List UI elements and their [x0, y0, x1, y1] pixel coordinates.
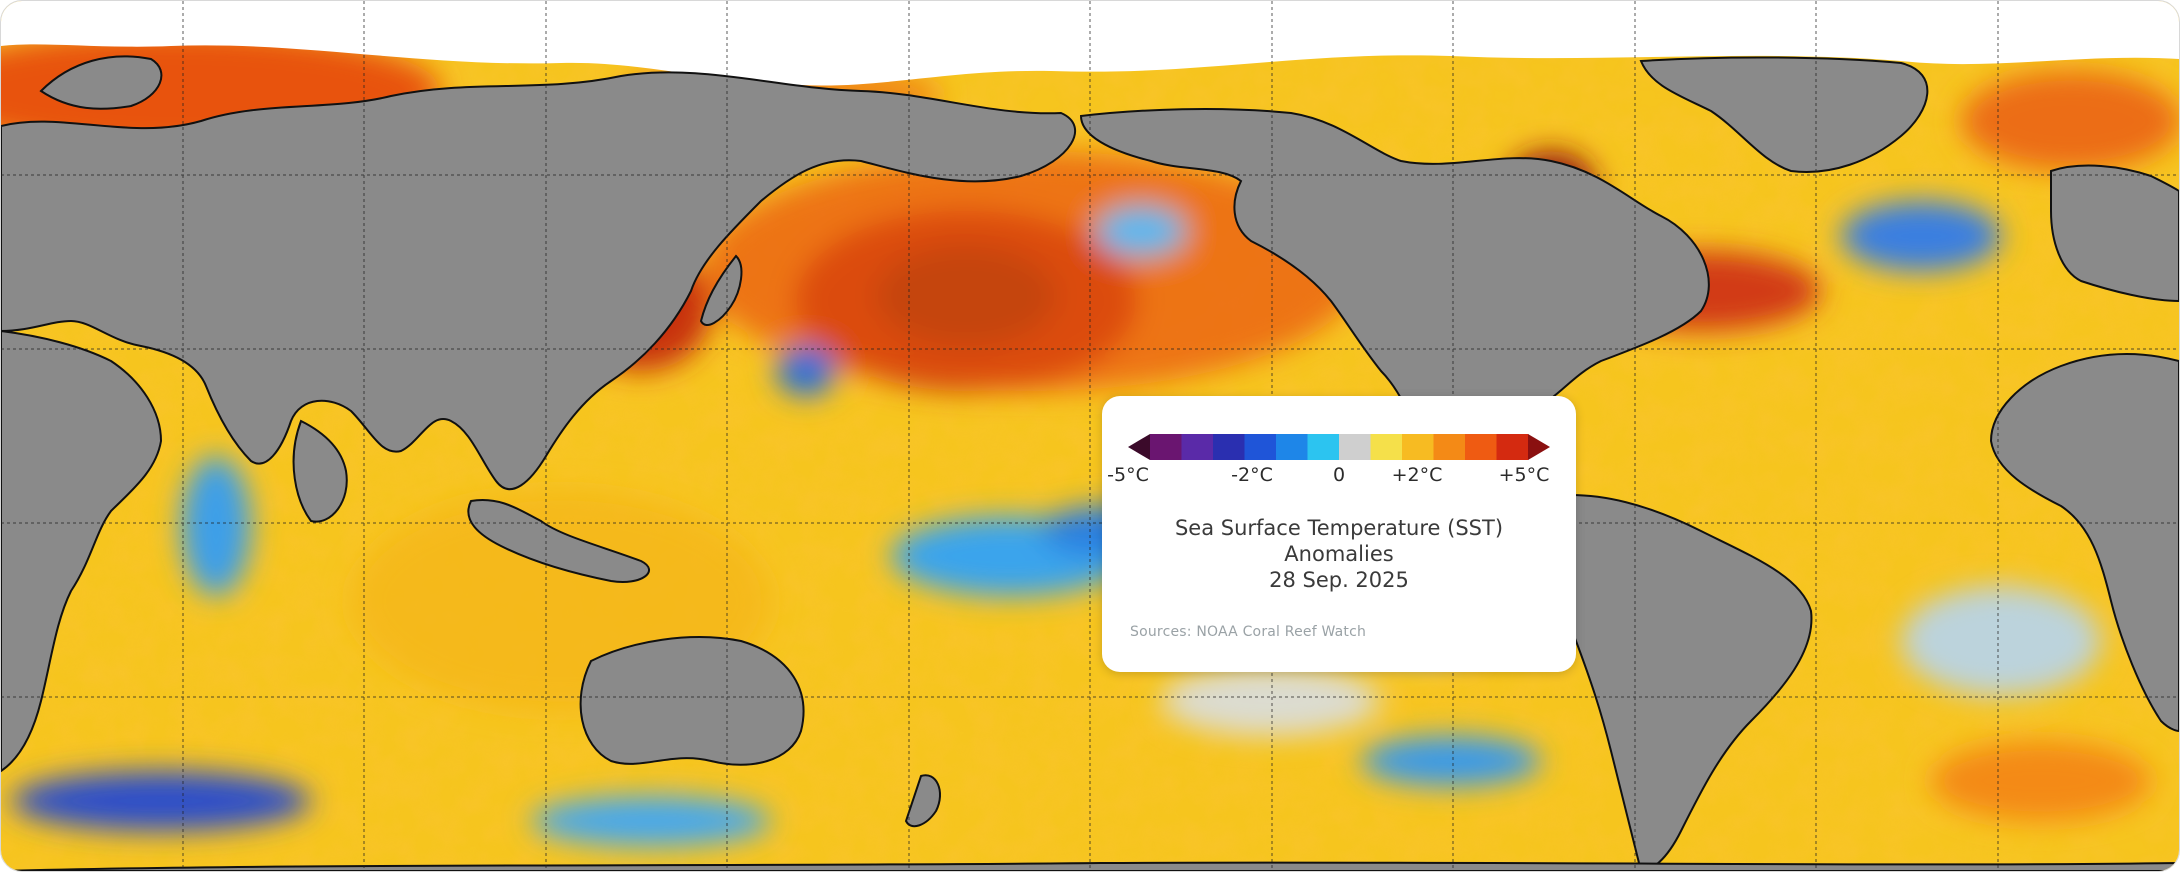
scale-swatch	[1244, 434, 1277, 460]
cool-southern-ocean-1	[11, 771, 311, 831]
scale-swatch	[1433, 434, 1466, 460]
warm-north-pacific	[701, 151, 1361, 391]
land-eurasia	[1, 71, 1077, 491]
land-europe-west	[2050, 164, 2179, 303]
land-africa-east	[1989, 353, 2179, 733]
scale-swatch	[1496, 434, 1529, 460]
cool-north-atlantic	[1841, 201, 2001, 271]
land-india	[292, 419, 348, 523]
land-arabia-africa	[1, 329, 163, 773]
cool-southern-ocean-2	[531, 796, 771, 846]
land-new-zealand	[904, 774, 941, 828]
scale-tick-label: -2°C	[1231, 464, 1273, 486]
land-japan	[699, 254, 743, 326]
land-indonesia	[467, 499, 650, 583]
scale-swatch	[1339, 434, 1371, 460]
cool-southern-ocean-3	[1361, 736, 1541, 786]
landmasses	[1, 55, 2179, 871]
scale-tick-label: +5°C	[1498, 464, 1550, 486]
warm-south-atlantic	[1931, 741, 2151, 821]
scale-swatch	[1276, 434, 1308, 460]
scale-swatch	[1465, 434, 1497, 460]
cool-south-atlantic	[1901, 586, 2101, 696]
legend-title: Sea Surface Temperature (SST)	[1174, 516, 1504, 540]
legend-date: 28 Sep. 2025	[1269, 568, 1409, 592]
scale-swatch	[1307, 434, 1340, 460]
scale-swatch	[1370, 434, 1403, 460]
land-scandinavia	[39, 55, 163, 110]
scale-swatch	[1213, 434, 1245, 460]
scale-swatch	[1402, 434, 1434, 460]
cool-arabian-sea	[181, 456, 251, 596]
neutral-south-pacific	[1161, 666, 1381, 736]
color-scale	[1128, 434, 1550, 460]
scale-swatch	[1181, 434, 1214, 460]
cool-kuroshio	[776, 346, 836, 396]
legend-subtitle: Anomalies	[1284, 542, 1394, 566]
scale-swatch	[1150, 434, 1182, 460]
land-australia	[579, 636, 805, 766]
warm-greenland	[1961, 71, 2179, 171]
sources-text: Sources: NOAA Coral Reef Watch	[1130, 624, 1367, 640]
scale-arrow-low	[1128, 434, 1150, 460]
cool-gulf-of-alaska	[1096, 206, 1186, 256]
scale-tick-label: 0	[1332, 464, 1346, 486]
scale-tick-label: +2°C	[1391, 464, 1443, 486]
land-greenland	[1639, 56, 1929, 173]
legend-card: -5°C -2°C 0 +2°C +5°C Sea Surface Temper…	[1102, 396, 1576, 672]
scale-arrow-high	[1528, 434, 1550, 460]
scale-tick-label: -5°C	[1107, 464, 1149, 486]
